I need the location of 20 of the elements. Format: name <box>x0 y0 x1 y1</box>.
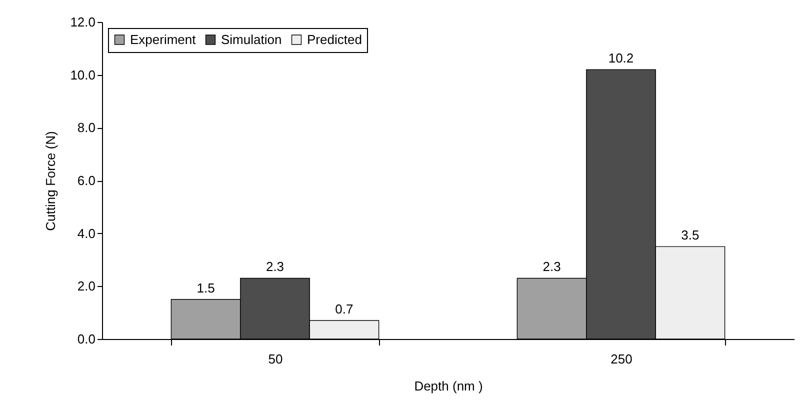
y-tick-label: 12.0 <box>70 14 96 30</box>
x-tick-label: 250 <box>610 352 632 366</box>
data-label: 10.2 <box>608 50 634 66</box>
data-label: 2.3 <box>266 259 284 274</box>
legend-label: Simulation <box>221 32 282 47</box>
y-tick-label: 8.0 <box>77 120 96 136</box>
legend-label: Experiment <box>130 32 196 47</box>
data-label: 1.5 <box>196 280 215 296</box>
y-tick-label: 0.0 <box>77 332 96 346</box>
x-tick-label: 50 <box>268 352 283 366</box>
y-axis-title: Cutting Force (N) <box>43 131 58 231</box>
data-label: 0.7 <box>335 302 354 317</box>
x-axis-title: Depth (nm ) <box>414 378 483 394</box>
y-tick-label: 2.0 <box>77 278 96 294</box>
y-tick-label: 6.0 <box>77 173 96 188</box>
data-label: 2.3 <box>542 259 561 274</box>
y-tick-label: 10.0 <box>70 67 96 82</box>
legend-label: Predicted <box>307 32 362 47</box>
y-tick-label: 4.0 <box>77 226 96 241</box>
data-label: 3.5 <box>681 228 700 243</box>
